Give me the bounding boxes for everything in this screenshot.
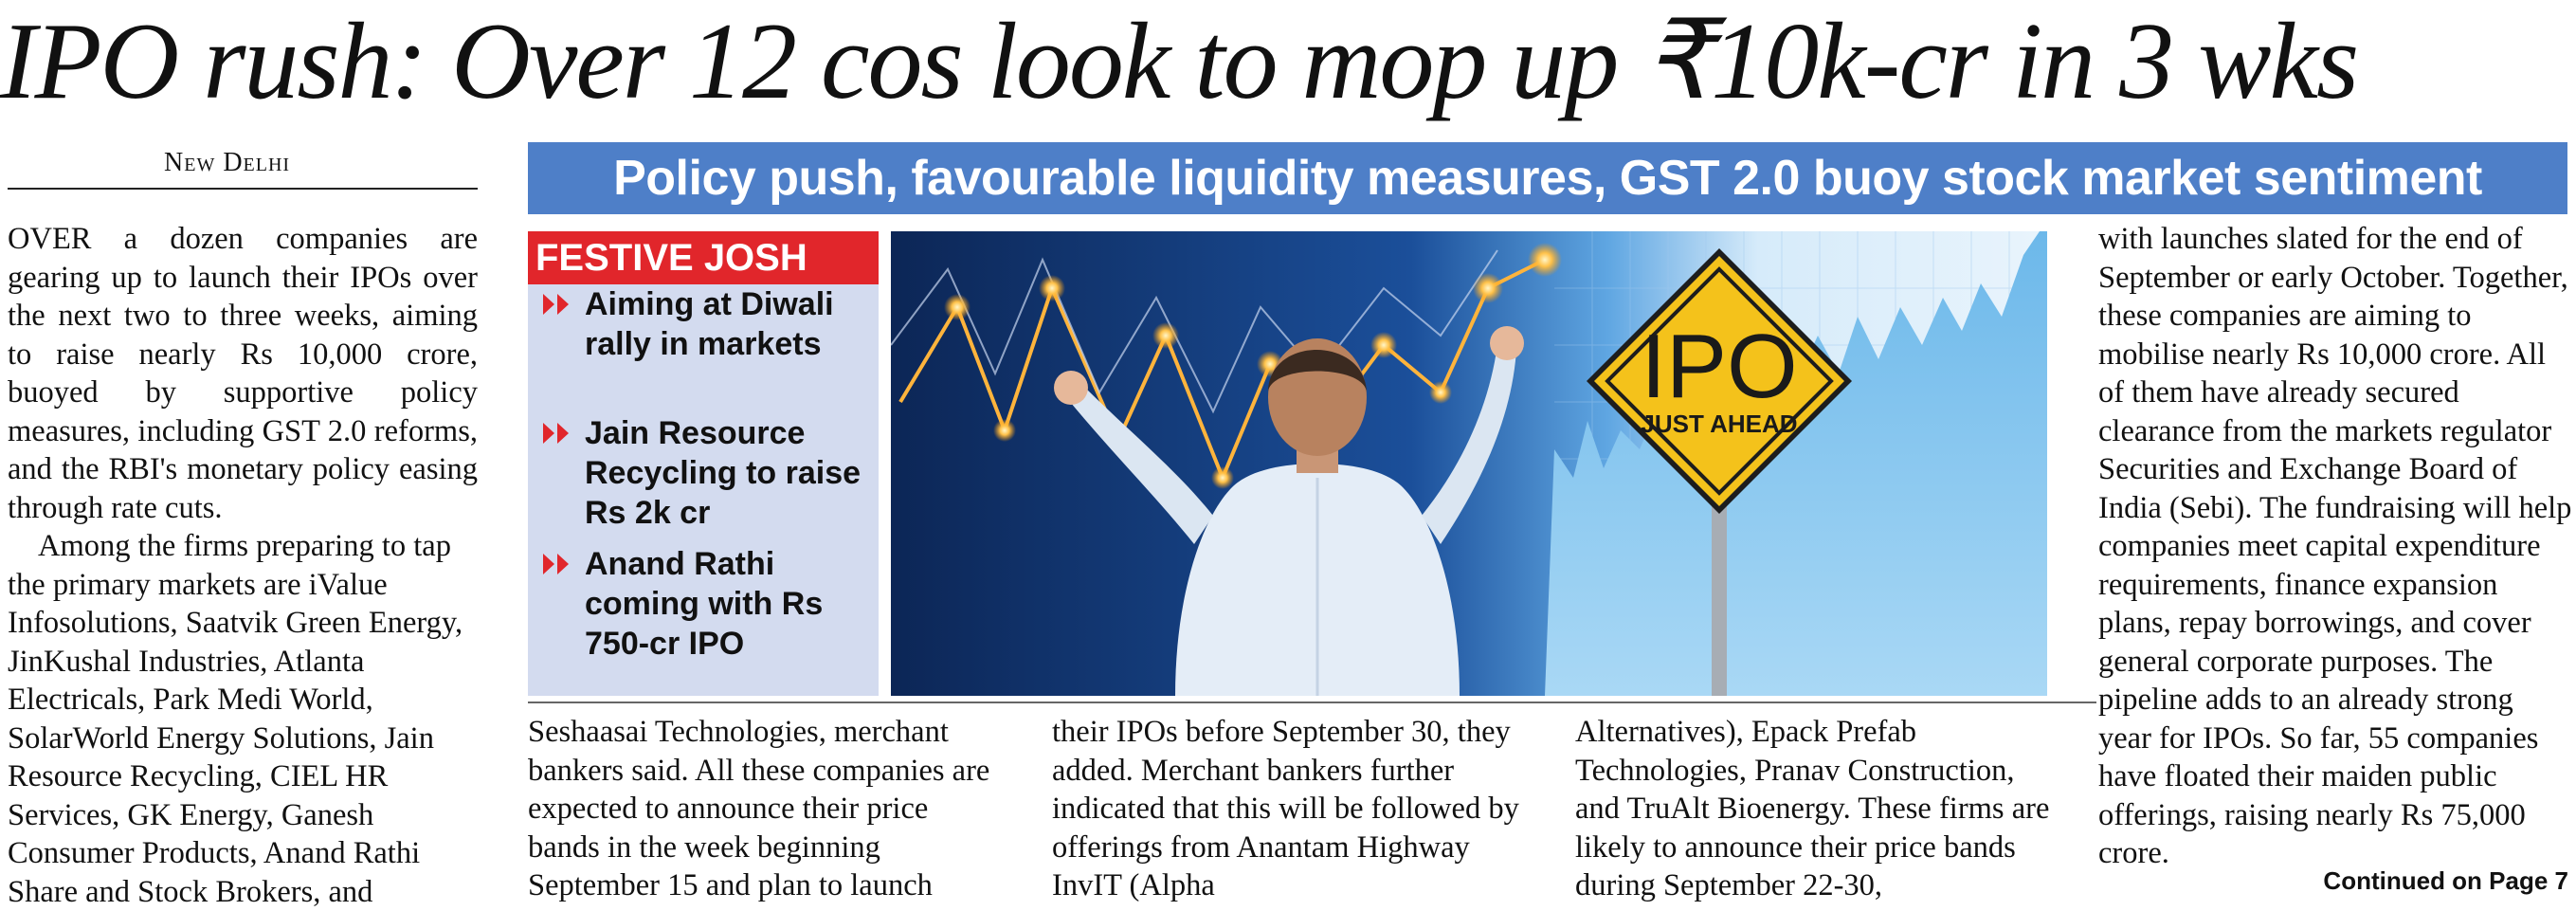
paragraph-1: OVER a dozen companies are gearing up to… [8, 222, 478, 525]
column-2-text: Seshaasai Technologies, merchant bankers… [528, 715, 990, 902]
column-rule [528, 701, 2096, 703]
ipo-illustration: IPO JUST AHEAD [891, 231, 2047, 696]
dateline: New Delhi [164, 148, 291, 177]
continued-on-link[interactable]: Continued on Page 7 [2323, 866, 2568, 895]
fact-box-item-text: Anand Rathi coming with Rs 750-cr IPO [585, 546, 824, 662]
column-4-text: Alternatives), Epack Prefab Technologies… [1575, 715, 2050, 902]
article-column-5: with launches slated for the end of Sept… [2098, 220, 2572, 873]
fact-box-item: Jain Resource Recycling to raise Rs 2k c… [543, 413, 875, 532]
column-5-text: with launches slated for the end of Sept… [2098, 222, 2572, 870]
fact-box-heading: FESTIVE JOSH [528, 231, 879, 284]
article-column-2: Seshaasai Technologies, merchant bankers… [528, 713, 1007, 905]
ipo-photo: IPO JUST AHEAD [891, 231, 2047, 696]
fact-box-item: Anand Rathi coming with Rs 750-cr IPO [543, 544, 875, 663]
subheadline-banner: Policy push, favourable liquidity measur… [528, 142, 2567, 214]
article-column-3: their IPOs before September 30, they add… [1052, 713, 1532, 905]
fact-box-item-text: Aiming at Diwali rally in markets [585, 286, 834, 362]
sign-title: IPO [1641, 316, 1797, 417]
fact-box-item: Aiming at Diwali rally in markets [543, 284, 875, 403]
double-arrow-icon [543, 423, 569, 444]
paragraph-2: Among the firms preparing to tap the pri… [8, 529, 463, 909]
double-arrow-icon [543, 294, 569, 315]
double-arrow-icon [543, 554, 569, 574]
article-column-4: Alternatives), Epack Prefab Technologies… [1575, 713, 2055, 905]
dateline-rule: New Delhi [8, 144, 478, 190]
fact-box-item-text: Jain Resource Recycling to raise Rs 2k c… [585, 415, 862, 531]
headline: IPO rush: Over 12 cos look to mop up ₹10… [0, 1, 2359, 122]
column-3-text: their IPOs before September 30, they add… [1052, 715, 1519, 902]
sign-subtitle: JUST AHEAD [1641, 410, 1797, 438]
fact-box: FESTIVE JOSH Aiming at Diwali rally in m… [528, 231, 879, 696]
businessman [1054, 326, 1524, 696]
article-column-1: OVER a dozen companies are gearing up to… [8, 220, 478, 911]
